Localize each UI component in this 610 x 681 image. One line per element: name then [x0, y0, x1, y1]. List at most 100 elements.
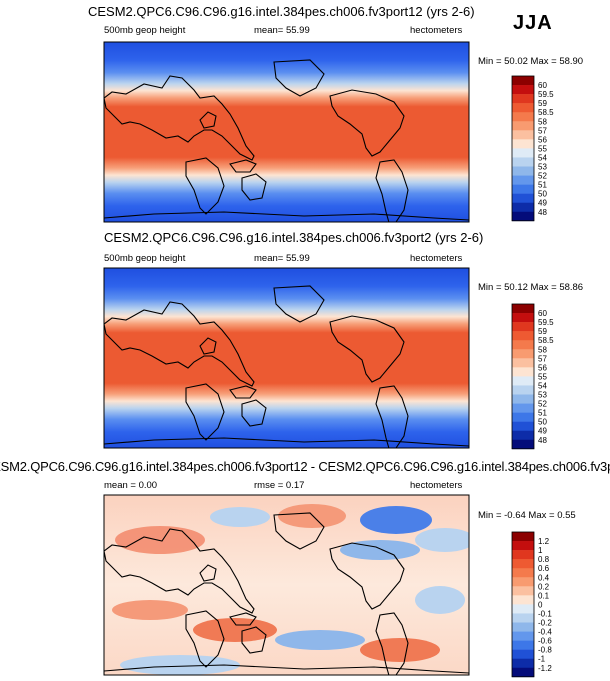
- colorbar3-tick-label: 0.2: [538, 582, 550, 591]
- colorbar1-swatch: [512, 121, 534, 131]
- colorbar1-tick-label: 49: [538, 199, 547, 208]
- panel2-mean: mean= 55.99: [254, 253, 310, 264]
- colorbar3-swatch: [512, 613, 534, 623]
- colorbar3-swatch: [512, 568, 534, 578]
- colorbar2-tick-label: 50: [538, 418, 547, 427]
- panel1-mean: mean= 55.99: [254, 25, 310, 36]
- colorbar2-swatch: [512, 430, 534, 441]
- colorbar1-tick-label: 51: [538, 181, 547, 190]
- colorbar3-swatch: [512, 532, 534, 542]
- colorbar1-swatch: [512, 184, 534, 194]
- colorbar2-outline: [511, 303, 535, 450]
- panel3-title: CESM2.QPC6.C96.C96.g16.intel.384pes.ch00…: [0, 459, 610, 474]
- colorbar3-tick-label: 0.8: [538, 555, 550, 564]
- colorbar3-tick-label: -0.4: [538, 628, 552, 637]
- colorbar1-swatch: [512, 193, 534, 203]
- colorbar2-swatch: [512, 322, 534, 332]
- colorbar1-swatch: [512, 76, 534, 86]
- colorbar3-swatch: [512, 550, 534, 560]
- colorbar1-tick-label: 50: [538, 190, 547, 199]
- colorbar1-swatch: [512, 166, 534, 176]
- colorbar1-tick-label: 48: [538, 208, 547, 217]
- colorbar2-tick-label: 56: [538, 363, 547, 372]
- colorbar1-swatch: [512, 175, 534, 185]
- colorbar1-tick-label: 59.5: [538, 90, 554, 99]
- colorbar2-tick-label: 48: [538, 436, 547, 445]
- colorbar1-tick-label: 55: [538, 144, 547, 153]
- colorbar1-tick-label: 54: [538, 153, 547, 162]
- colorbar1-swatch: [512, 148, 534, 158]
- colorbar2-swatch: [512, 421, 534, 431]
- colorbar1-swatch: [512, 103, 534, 113]
- colorbar2-swatch: [512, 367, 534, 377]
- panel3-units: hectometers: [410, 480, 463, 491]
- panel3-mean: mean = 0.00: [104, 480, 158, 491]
- colorbar1-tick-label: 58.5: [538, 108, 554, 117]
- panel2-minmax: Min = 50.12 Max = 58.86: [478, 282, 584, 293]
- colorbar2-swatch: [512, 313, 534, 323]
- colorbar2-tick-label: 58: [538, 345, 547, 354]
- colorbar3-swatch: [512, 577, 534, 587]
- panel3-map: [103, 494, 470, 676]
- colorbar2-tick-label: 53: [538, 391, 547, 400]
- colorbar1-tick-label: 60: [538, 81, 547, 90]
- colorbar2-tick-label: 52: [538, 400, 547, 409]
- colorbar1-tick-label: 57: [538, 126, 547, 135]
- colorbar1-tick-label: 59: [538, 99, 547, 108]
- colorbar2-swatch: [512, 304, 534, 314]
- colorbar2-tick-label: 59.5: [538, 318, 554, 327]
- panel2-units: hectometers: [410, 253, 463, 264]
- colorbar3-swatch: [512, 595, 534, 605]
- colorbar1-tick-label: 53: [538, 163, 547, 172]
- colorbar1-tick-label: 56: [538, 135, 547, 144]
- colorbar2-tick-label: 57: [538, 354, 547, 363]
- colorbar2-tick-label: 49: [538, 427, 547, 436]
- colorbar3-swatch: [512, 640, 534, 650]
- colorbar2-tick-label: 58.5: [538, 336, 554, 345]
- colorbar2-swatch: [512, 331, 534, 341]
- colorbar3-tick-label: 0.1: [538, 591, 550, 600]
- colorbar1-swatch: [512, 130, 534, 140]
- colorbar1-swatch: [512, 202, 534, 213]
- colorbar2-swatch: [512, 385, 534, 395]
- colorbar1-swatch: [512, 112, 534, 122]
- colorbar2-swatch: [512, 358, 534, 368]
- colorbar3-tick-label: -0.1: [538, 609, 552, 618]
- season-label: JJA: [513, 12, 553, 34]
- colorbar3-swatch: [512, 658, 534, 669]
- colorbar3-tick-label: 0.4: [538, 573, 550, 582]
- colorbar3-tick-label: -1: [538, 655, 546, 664]
- panel1-title: CESM2.QPC6.C96.C96.g16.intel.384pes.ch00…: [88, 4, 475, 19]
- colorbar1-swatch: [512, 139, 534, 149]
- colorbar1-swatch: [512, 211, 534, 222]
- colorbar2-swatch: [512, 412, 534, 422]
- colorbar3-swatch: [512, 604, 534, 614]
- panel1-variable: 500mb geop height: [104, 25, 186, 36]
- colorbar2-swatch: [512, 376, 534, 386]
- colorbar3-swatch: [512, 559, 534, 569]
- colorbar3-tick-label: 1.2: [538, 537, 550, 546]
- colorbar3-outline: [511, 531, 535, 678]
- colorbar3-swatch: [512, 586, 534, 596]
- colorbar1-swatch: [512, 94, 534, 104]
- colorbar2-swatch: [512, 439, 534, 450]
- colorbar3-tick-label: -0.2: [538, 619, 552, 628]
- colorbar3-swatch: [512, 667, 534, 678]
- panel2-variable: 500mb geop height: [104, 253, 186, 264]
- colorbar2-swatch: [512, 349, 534, 359]
- panel3-minmax: Min = -0.64 Max = 0.55: [478, 510, 576, 521]
- colorbar1-tick-label: 52: [538, 172, 547, 181]
- colorbar2-tick-label: 60: [538, 309, 547, 318]
- colorbar2-tick-label: 55: [538, 372, 547, 381]
- colorbar3-tick-label: 0.6: [538, 564, 550, 573]
- colorbar2-swatch: [512, 394, 534, 404]
- colorbar3-tick-label: -0.8: [538, 646, 552, 655]
- colorbar3-swatch: [512, 541, 534, 551]
- colorbar3-swatch: [512, 649, 534, 659]
- panel1-units: hectometers: [410, 25, 463, 36]
- colorbar2-tick-label: 54: [538, 381, 547, 390]
- colorbar3-tick-label: -1.2: [538, 664, 552, 673]
- colorbar3-tick-label: 0: [538, 600, 543, 609]
- colorbar2-tick-label: 59: [538, 327, 547, 336]
